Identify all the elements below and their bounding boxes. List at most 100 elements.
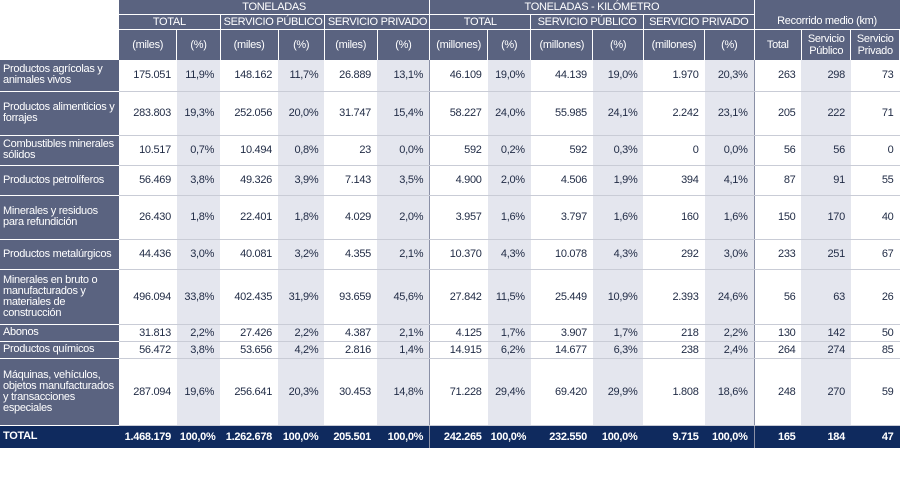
cell-r-sp: 298 bbox=[801, 60, 851, 92]
unit-pct: (%) bbox=[704, 29, 755, 60]
cell-sp-miles: 1.262.678 bbox=[220, 425, 279, 448]
cell-k-spr-pct: 2,2% bbox=[704, 324, 755, 342]
cell-k-sp-pct: 6,3% bbox=[592, 341, 644, 359]
cell-k-tot: 10.370 bbox=[429, 239, 488, 270]
unit-pct: (%) bbox=[278, 29, 325, 60]
row-label: Productos químicos bbox=[0, 341, 119, 359]
cell-k-tot-pct: 1,7% bbox=[487, 324, 531, 342]
cell-sp-miles: 252.056 bbox=[220, 91, 279, 136]
sub-header-privado: SERVICIO PRIVADO bbox=[324, 14, 431, 30]
cell-k-sp: 10.078 bbox=[530, 239, 593, 270]
unit-miles: (miles) bbox=[324, 29, 378, 60]
cell-k-tot: 27.842 bbox=[429, 269, 488, 325]
cell-k-tot-pct: 0,2% bbox=[487, 135, 531, 166]
cell-k-sp-pct: 4,3% bbox=[592, 239, 644, 270]
cell-k-tot-pct: 100,0% bbox=[487, 425, 531, 448]
row-label: TOTAL bbox=[0, 425, 119, 448]
cell-t-pct: 3,0% bbox=[176, 239, 221, 270]
cell-k-sp: 4.506 bbox=[530, 165, 593, 196]
cell-spr-pct: 2,0% bbox=[377, 195, 431, 240]
cell-sp-pct: 4,2% bbox=[278, 341, 325, 359]
cell-sp-miles: 402.435 bbox=[220, 269, 279, 325]
cell-t-miles: 10.517 bbox=[119, 135, 177, 166]
unit-pct: (%) bbox=[592, 29, 644, 60]
cell-t-miles: 56.472 bbox=[119, 341, 177, 359]
cell-r-tot: 56 bbox=[754, 135, 802, 166]
cell-t-pct: 0,7% bbox=[176, 135, 221, 166]
cell-r-spr: 40 bbox=[850, 195, 900, 240]
cell-k-tot-pct: 2,0% bbox=[487, 165, 531, 196]
cell-k-spr-pct: 24,6% bbox=[704, 269, 755, 325]
cell-r-tot: 130 bbox=[754, 324, 802, 342]
rec-header-total: Total bbox=[754, 29, 802, 60]
cell-sp-pct: 2,2% bbox=[278, 324, 325, 342]
cell-r-tot: 165 bbox=[754, 425, 802, 448]
cell-r-spr: 59 bbox=[850, 358, 900, 426]
cell-r-spr: 67 bbox=[850, 239, 900, 270]
cell-spr-pct: 45,6% bbox=[377, 269, 431, 325]
cell-k-sp-pct: 19,0% bbox=[592, 60, 644, 92]
cell-sp-pct: 11,7% bbox=[278, 60, 325, 92]
cell-k-spr: 9.715 bbox=[643, 425, 705, 448]
cell-t-pct: 1,8% bbox=[176, 195, 221, 240]
cell-k-spr: 292 bbox=[643, 239, 705, 270]
cell-t-miles: 496.094 bbox=[119, 269, 177, 325]
cell-r-sp: 170 bbox=[801, 195, 851, 240]
row-label: Combustibles minerales sólidos bbox=[0, 135, 119, 166]
cell-k-sp: 592 bbox=[530, 135, 593, 166]
row-label: Abonos bbox=[0, 324, 119, 342]
cell-r-spr: 55 bbox=[850, 165, 900, 196]
cell-r-spr: 85 bbox=[850, 341, 900, 359]
cell-sp-pct: 0,8% bbox=[278, 135, 325, 166]
table-row: Productos químicos 56.472 3,8% 53.656 4,2% 2.… bbox=[0, 341, 900, 359]
cell-k-spr: 218 bbox=[643, 324, 705, 342]
cell-sp-pct: 31,9% bbox=[278, 269, 325, 325]
table-row: Productos agrícolas y animales vivos 175.… bbox=[0, 60, 900, 92]
cell-sp-miles: 22.401 bbox=[220, 195, 279, 240]
cell-sp-pct: 20,3% bbox=[278, 358, 325, 426]
cell-k-tot: 3.957 bbox=[429, 195, 488, 240]
cell-r-tot: 264 bbox=[754, 341, 802, 359]
cell-sp-miles: 27.426 bbox=[220, 324, 279, 342]
cell-t-pct: 3,8% bbox=[176, 341, 221, 359]
cell-spr-miles: 4.029 bbox=[324, 195, 377, 240]
cell-t-miles: 287.094 bbox=[119, 358, 177, 426]
corner-blank bbox=[0, 0, 119, 15]
row-label: Productos alimenticios y forrajes bbox=[0, 91, 119, 136]
cell-r-tot: 87 bbox=[754, 165, 802, 196]
table-body: Productos agrícolas y animales vivos 175.… bbox=[0, 60, 900, 448]
sub-header-total: TOTAL bbox=[119, 14, 221, 30]
table-row: Combustibles minerales sólidos 10.517 0,7%… bbox=[0, 135, 900, 166]
table-row: Abonos 31.813 2,2% 27.426 2,2% 4.387 2,1% 4.125… bbox=[0, 324, 900, 342]
cell-spr-miles: 7.143 bbox=[324, 165, 377, 196]
cell-r-sp: 91 bbox=[801, 165, 851, 196]
cell-sp-miles: 256.641 bbox=[220, 358, 279, 426]
cell-k-tot: 58.227 bbox=[429, 91, 488, 136]
cell-t-miles: 26.430 bbox=[119, 195, 177, 240]
cell-spr-pct: 1,4% bbox=[377, 341, 431, 359]
cell-t-miles: 1.468.179 bbox=[119, 425, 177, 448]
cell-k-tot-pct: 4,3% bbox=[487, 239, 531, 270]
unit-millones: (millones) bbox=[429, 29, 489, 60]
cell-r-sp: 142 bbox=[801, 324, 851, 342]
cell-r-sp: 251 bbox=[801, 239, 851, 270]
cell-k-spr: 1.970 bbox=[643, 60, 705, 92]
cell-r-spr: 47 bbox=[850, 425, 900, 448]
cell-sp-miles: 40.081 bbox=[220, 239, 279, 270]
cell-t-miles: 175.051 bbox=[119, 60, 177, 92]
cell-spr-miles: 26.889 bbox=[324, 60, 377, 92]
cell-spr-pct: 13,1% bbox=[377, 60, 431, 92]
unit-pct: (%) bbox=[487, 29, 532, 60]
cell-k-sp: 69.420 bbox=[530, 358, 593, 426]
cell-r-tot: 150 bbox=[754, 195, 802, 240]
cell-k-tot: 4.900 bbox=[429, 165, 488, 196]
rec-header-publico: Servicio Público bbox=[801, 29, 852, 60]
sub-header-publico: SERVICIO PÚBLICO bbox=[220, 14, 325, 30]
row-label: Máquinas, vehículos, objetos manufactura… bbox=[0, 358, 119, 426]
cell-spr-miles: 30.453 bbox=[324, 358, 377, 426]
cell-k-tot: 4.125 bbox=[429, 324, 488, 342]
table-row: Productos metalúrgicos 44.436 3,0% 40.081 3,… bbox=[0, 239, 900, 270]
cell-spr-pct: 0,0% bbox=[377, 135, 431, 166]
unit-miles: (miles) bbox=[119, 29, 178, 60]
cell-k-spr-pct: 23,1% bbox=[704, 91, 755, 136]
